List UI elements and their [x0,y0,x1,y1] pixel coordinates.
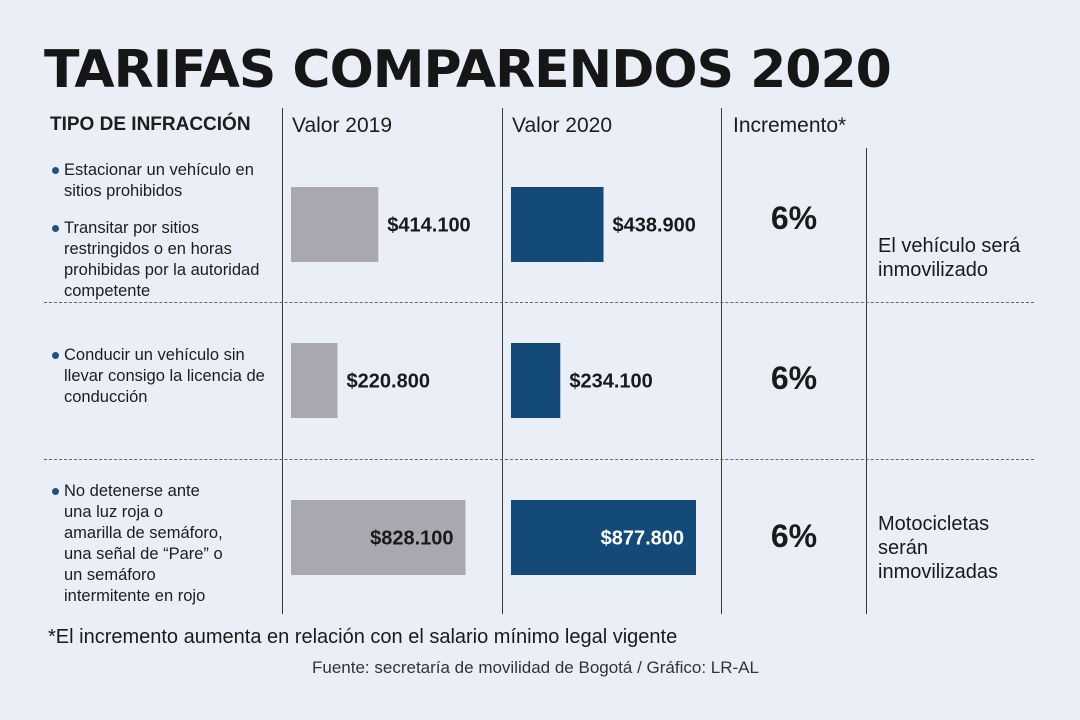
bullet-icon [52,225,59,232]
infraction-item: Transitar por sitios restringidos o en h… [52,218,274,302]
column-divider [282,108,283,614]
header-increase: Incremento* [733,114,847,137]
header-2019: Valor 2019 [292,114,393,137]
bullet-icon [52,167,59,174]
increase-value: 6% [770,360,818,396]
row-divider [44,302,1034,303]
bar-label-2019-row1: $414.100 [387,215,470,237]
bar-label-2020-row2: $234.100 [569,371,652,393]
increase-value: 6% [770,200,818,236]
row-divider [44,459,1034,460]
bar-label-2019-row3: $828.100 [370,528,453,550]
infraction-item: Conducir un vehículo sin llevar consigo … [52,345,274,408]
bar-2020-row2 [511,343,561,418]
bar-2020-row3 [511,500,696,575]
column-divider [502,108,503,614]
infraction-item: No detenerse ante una luz roja o amarill… [52,481,224,607]
bar-label-2020-row3: $877.800 [601,528,684,550]
increase-value: 6% [770,518,818,554]
infraction-item: Estacionar un vehículo en sitios prohibi… [52,160,274,202]
header-2020: Valor 2020 [512,114,613,137]
bar-label-2019-row2: $220.800 [347,371,430,393]
footnote: *El incremento aumenta en relación con e… [48,626,678,648]
header-infraction: TIPO DE INFRACCIÓN [50,114,251,135]
column-divider [721,108,722,614]
column-divider [866,148,867,614]
bar-2019-row3 [291,500,466,575]
source-credit: Fuente: secretaría de movilidad de Bogot… [312,658,759,677]
row-note: Motocicletas serán inmovilizadas [878,513,999,583]
bar-2019-row1 [291,187,379,262]
bullet-icon [52,352,59,359]
page-title: TARIFAS COMPARENDOS 2020 [44,40,892,100]
bar-2019-row2 [291,343,338,418]
bar-2020-row1 [511,187,604,262]
bullet-icon [52,488,59,495]
row-note: El vehículo será inmovilizado [878,235,1021,281]
bar-label-2020-row1: $438.900 [613,215,696,237]
